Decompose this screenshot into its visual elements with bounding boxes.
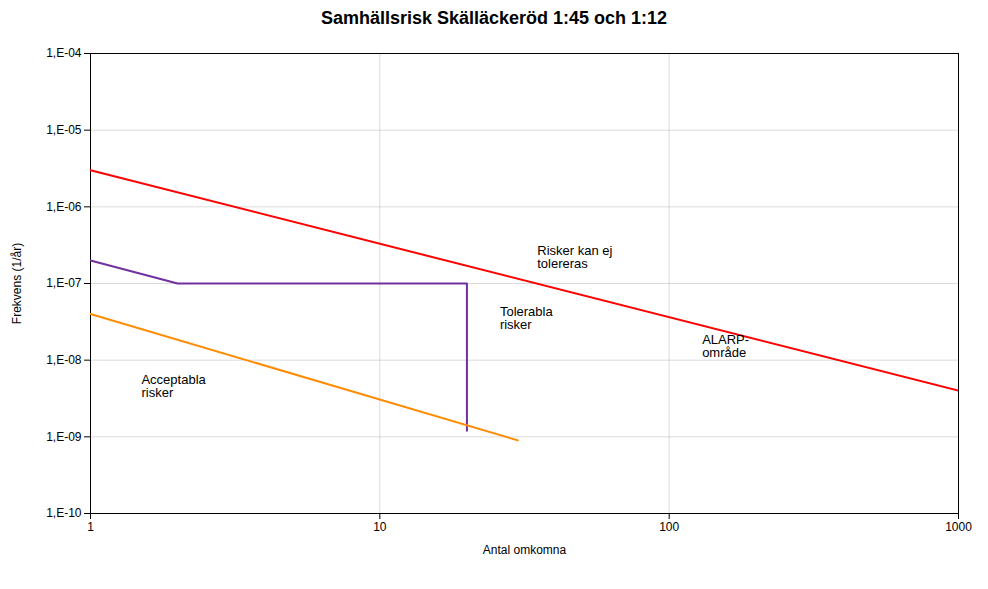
- svg-text:1,E-04: 1,E-04: [46, 46, 82, 60]
- svg-text:1000: 1000: [945, 520, 972, 534]
- svg-text:1,E-08: 1,E-08: [46, 353, 82, 367]
- svg-text:Frekvens (1/år): Frekvens (1/år): [10, 243, 24, 324]
- svg-text:100: 100: [659, 520, 679, 534]
- svg-text:Acceptablarisker: Acceptablarisker: [141, 372, 206, 400]
- svg-text:1,E-07: 1,E-07: [46, 276, 82, 290]
- svg-text:1,E-05: 1,E-05: [46, 123, 82, 137]
- svg-text:1,E-10: 1,E-10: [46, 506, 82, 520]
- svg-text:Antal omkomna: Antal omkomna: [483, 543, 567, 557]
- svg-text:1: 1: [87, 520, 94, 534]
- svg-text:Tolerablarisker: Tolerablarisker: [500, 304, 554, 332]
- svg-text:ALARP-område: ALARP-område: [702, 332, 749, 360]
- svg-text:1,E-09: 1,E-09: [46, 430, 82, 444]
- html-text:Samhällsrisk Skälläckeröd 1:45: Samhällsrisk Skälläckeröd 1:45 och 1:12: [320, 8, 668, 28]
- svg-text:1,E-06: 1,E-06: [46, 200, 82, 214]
- svg-text:Risker kan ejtolereras: Risker kan ejtolereras: [537, 243, 612, 271]
- svg-text:10: 10: [373, 520, 387, 534]
